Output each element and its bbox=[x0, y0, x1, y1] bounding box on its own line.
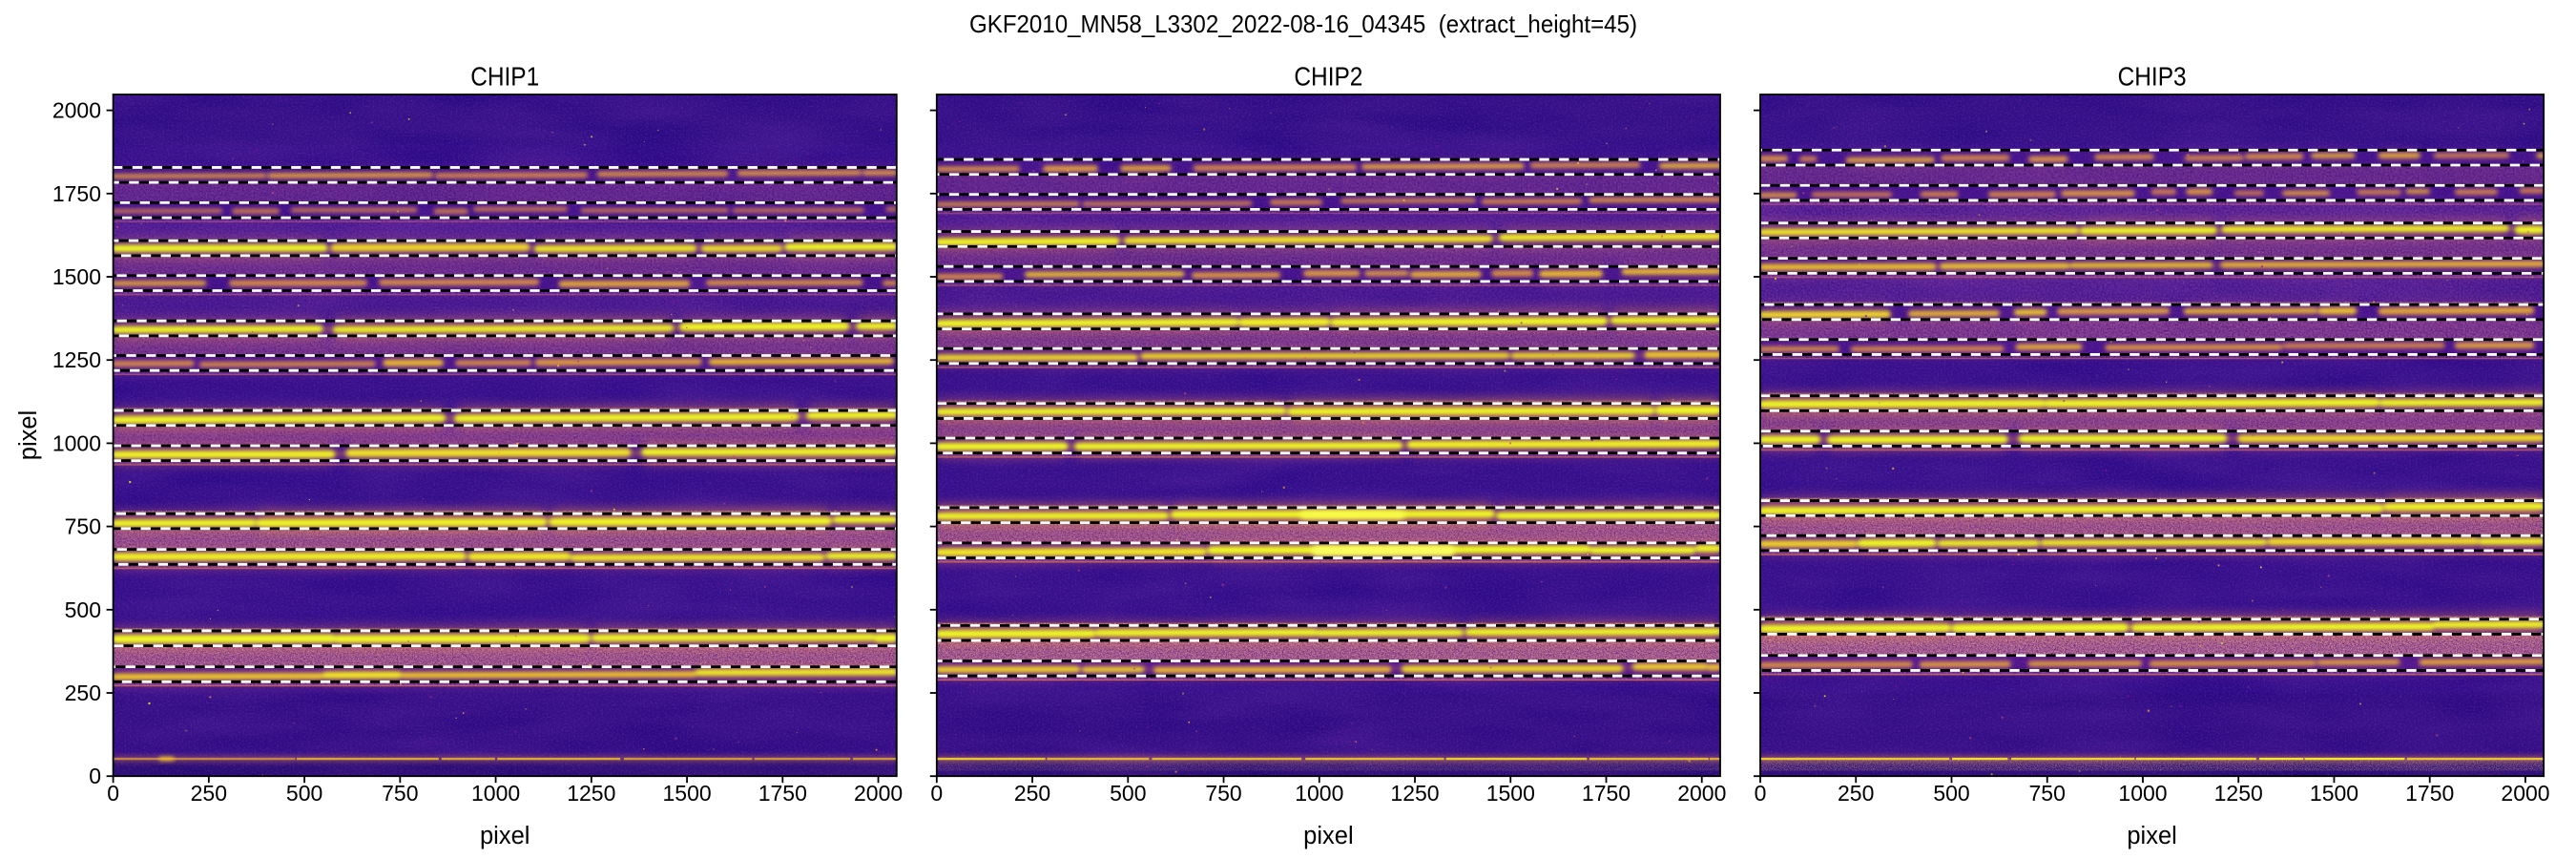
svg-text:1000: 1000 bbox=[1295, 781, 1343, 806]
svg-text:1250: 1250 bbox=[567, 781, 615, 806]
svg-text:1500: 1500 bbox=[1486, 781, 1535, 806]
svg-text:1000: 1000 bbox=[471, 781, 520, 806]
svg-text:750: 750 bbox=[2029, 781, 2066, 806]
svg-text:1000: 1000 bbox=[52, 430, 101, 455]
svg-text:750: 750 bbox=[382, 781, 418, 806]
svg-text:0: 0 bbox=[1755, 781, 1767, 806]
svg-text:CHIP1: CHIP1 bbox=[470, 62, 539, 92]
svg-text:2000: 2000 bbox=[52, 98, 101, 123]
svg-text:1750: 1750 bbox=[2405, 781, 2454, 806]
svg-text:CHIP2: CHIP2 bbox=[1294, 62, 1362, 92]
svg-text:1500: 1500 bbox=[663, 781, 712, 806]
svg-text:750: 750 bbox=[65, 514, 101, 539]
svg-text:pixel: pixel bbox=[1303, 823, 1353, 849]
svg-text:500: 500 bbox=[286, 781, 322, 806]
svg-text:500: 500 bbox=[65, 597, 101, 622]
svg-text:CHIP3: CHIP3 bbox=[2118, 62, 2187, 92]
svg-text:500: 500 bbox=[1110, 781, 1146, 806]
svg-text:250: 250 bbox=[1838, 781, 1874, 806]
svg-text:250: 250 bbox=[1014, 781, 1050, 806]
svg-text:1750: 1750 bbox=[758, 781, 807, 806]
svg-text:2000: 2000 bbox=[2501, 781, 2549, 806]
svg-text:1750: 1750 bbox=[52, 181, 101, 206]
svg-text:GKF2010_MN58_L3302_2022-08-16_: GKF2010_MN58_L3302_2022-08-16_04345 (ext… bbox=[969, 10, 1637, 38]
svg-text:2000: 2000 bbox=[854, 781, 903, 806]
svg-text:750: 750 bbox=[1205, 781, 1241, 806]
svg-text:250: 250 bbox=[65, 681, 101, 705]
svg-text:250: 250 bbox=[191, 781, 227, 806]
svg-text:1250: 1250 bbox=[1390, 781, 1439, 806]
svg-text:1500: 1500 bbox=[2310, 781, 2358, 806]
svg-text:1250: 1250 bbox=[2214, 781, 2263, 806]
svg-text:0: 0 bbox=[930, 781, 943, 806]
svg-text:500: 500 bbox=[1933, 781, 1969, 806]
svg-text:0: 0 bbox=[89, 764, 101, 788]
svg-text:pixel: pixel bbox=[2127, 823, 2176, 849]
svg-text:1250: 1250 bbox=[52, 347, 101, 372]
svg-text:1750: 1750 bbox=[1582, 781, 1631, 806]
svg-text:1000: 1000 bbox=[2118, 781, 2167, 806]
svg-text:pixel: pixel bbox=[15, 410, 42, 460]
svg-text:pixel: pixel bbox=[480, 823, 530, 849]
svg-text:0: 0 bbox=[107, 781, 119, 806]
svg-text:1500: 1500 bbox=[52, 264, 101, 289]
svg-text:2000: 2000 bbox=[1677, 781, 1726, 806]
